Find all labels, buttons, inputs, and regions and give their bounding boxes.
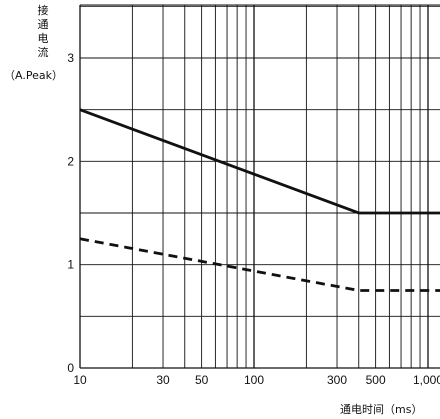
chart-grid <box>79 4 440 369</box>
chart-series <box>79 108 440 292</box>
x-tick-label: 500 <box>366 373 386 387</box>
y-tick-label: 2 <box>67 154 74 168</box>
y-axis-label-char: 流 <box>38 45 49 59</box>
dashed-series-line <box>79 237 440 292</box>
y-tick-label: 1 <box>67 258 74 272</box>
y-tick-label: 3 <box>67 51 74 65</box>
y-axis-label-char: 通 <box>38 18 49 31</box>
y-axis-label-char: 电 <box>38 32 49 45</box>
x-tick-label: 100 <box>244 373 264 387</box>
solid-series-line <box>79 108 440 215</box>
y-tick-label: 0 <box>67 361 74 375</box>
y-axis-unit-label: （A.Peak） <box>4 69 63 82</box>
y-axis-label-char: 接 <box>38 4 49 17</box>
x-axis-label: 通电时间（ms） <box>340 403 422 416</box>
x-tick-label: 50 <box>195 373 209 387</box>
x-tick-label: 30 <box>156 373 170 387</box>
x-tick-label: 10 <box>73 373 87 387</box>
x-tick-label: 1,000 <box>413 373 440 387</box>
x-tick-label: 300 <box>327 373 347 387</box>
y-axis-ticks: 0 1 2 3 <box>67 51 74 375</box>
